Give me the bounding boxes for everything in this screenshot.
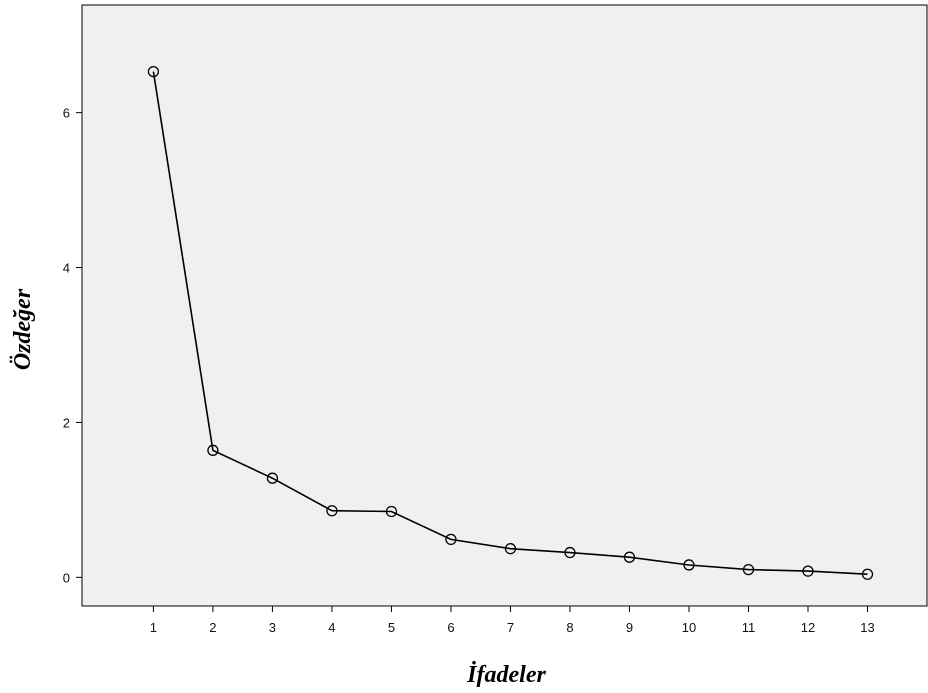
x-tick-label: 2 — [209, 620, 216, 635]
data-point — [564, 546, 576, 559]
x-tick-label: 13 — [860, 620, 874, 635]
y-axis: 0 2 4 6 — [63, 106, 82, 585]
x-tick-label: 1 — [150, 620, 157, 635]
data-point — [385, 505, 398, 518]
y-tick-label: 4 — [63, 261, 70, 276]
data-points — [147, 65, 874, 580]
data-point — [207, 444, 219, 456]
data-point — [683, 559, 695, 571]
data-point — [504, 543, 517, 555]
x-axis: 1 2 3 4 5 6 7 8 9 10 11 12 13 — [150, 606, 875, 635]
data-point — [266, 472, 279, 484]
y-tick-label: 2 — [63, 415, 70, 430]
x-tick-label: 8 — [566, 620, 573, 635]
x-tick-label: 10 — [682, 620, 696, 635]
x-tick-label: 5 — [388, 620, 395, 635]
x-tick-label: 6 — [447, 620, 454, 635]
x-tick-label: 7 — [507, 620, 514, 635]
x-axis-title: İfadeler — [466, 661, 546, 688]
y-tick-label: 6 — [63, 106, 70, 121]
data-point — [445, 533, 457, 546]
series-line — [152, 71, 868, 575]
x-tick-label: 9 — [626, 620, 633, 635]
y-axis-title: Özdeğer — [10, 288, 36, 370]
x-tick-label: 4 — [328, 620, 335, 635]
y-tick-label: 0 — [63, 570, 70, 585]
x-tick-label: 11 — [742, 620, 756, 635]
data-point — [623, 551, 636, 563]
data-point — [861, 568, 874, 580]
x-tick-label: 3 — [269, 620, 276, 635]
data-point — [802, 565, 814, 577]
data-point — [326, 505, 338, 517]
data-point — [147, 65, 160, 78]
plot-area — [81, 4, 928, 607]
data-point — [742, 563, 755, 576]
x-tick-label: 12 — [801, 620, 815, 635]
